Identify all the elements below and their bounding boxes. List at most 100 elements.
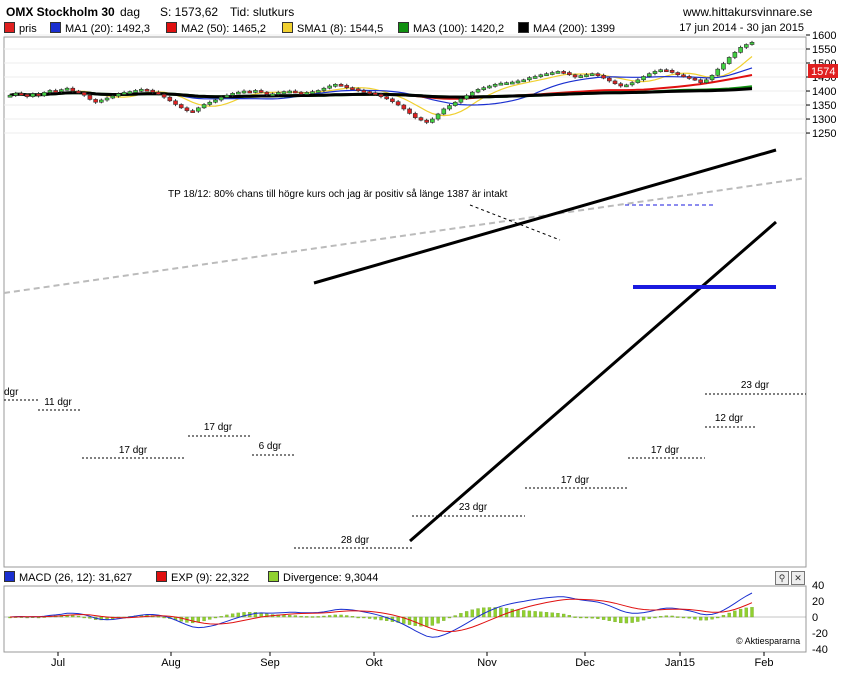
trendlines (3, 148, 807, 543)
candle-body (664, 69, 669, 73)
candle-body (726, 57, 732, 64)
candle-body (76, 90, 81, 94)
divergence-bar (425, 616, 429, 627)
candle-body (7, 94, 13, 98)
candle-body (452, 101, 458, 106)
candle-body (327, 85, 332, 89)
candle-body (390, 98, 395, 102)
divergence-bar (407, 616, 412, 625)
candle-body (247, 90, 253, 94)
candle-body (47, 90, 53, 93)
divergence-bar (459, 613, 463, 618)
candle-body (13, 92, 19, 96)
divergence-bar (225, 614, 229, 618)
candle-body (749, 41, 755, 45)
candle-body (521, 79, 526, 83)
candle-body (99, 99, 104, 103)
divergence-bar (516, 609, 520, 618)
candle-body (578, 75, 584, 78)
close-icon[interactable]: ✕ (791, 571, 805, 585)
candle-body (589, 73, 595, 76)
candle-body (395, 101, 401, 106)
annotation-label: 6 dgr (259, 441, 282, 452)
candle-body (355, 88, 361, 92)
macd-tick-label: 0 (812, 612, 818, 624)
candle-body (116, 93, 121, 97)
annotation-label: 17 dgr (651, 445, 680, 456)
candle-body (692, 77, 698, 81)
candle-body (572, 74, 578, 78)
candle-body (681, 74, 686, 78)
annotation-label: 17 dgr (119, 445, 148, 456)
candle-body (218, 96, 224, 101)
candle-body (127, 91, 133, 94)
divergence-bar (196, 616, 201, 623)
divergence-bar (556, 613, 560, 618)
candle-body (527, 77, 532, 81)
candle-body (652, 71, 658, 74)
divergence-bar (607, 616, 611, 621)
candle-body (344, 85, 350, 88)
divergence-bar (727, 612, 731, 618)
divergence-bar (482, 607, 486, 618)
candle-body (24, 94, 30, 97)
candle-body (213, 99, 218, 103)
candle-body (304, 92, 310, 95)
signal-line (9, 598, 753, 633)
divergence-bar (510, 608, 514, 618)
candle-body (59, 89, 64, 92)
divergence-bar (539, 611, 543, 618)
legend-swatch-icon (4, 22, 15, 33)
pointer-line (469, 204, 561, 241)
divergence-bar (579, 616, 583, 619)
candle-body (156, 91, 161, 95)
divergence-bar (499, 607, 503, 618)
legend-swatch-icon (166, 22, 177, 33)
divergence-bar (436, 616, 440, 624)
candle-body (333, 83, 338, 87)
candle-body (224, 94, 230, 98)
x-tick-label: Feb (755, 657, 774, 669)
candle-body (287, 90, 292, 94)
candle-body (70, 87, 76, 92)
divergence-bar (299, 615, 303, 618)
y-tick-label: 1350 (812, 100, 836, 112)
y-tick-label: 1250 (812, 128, 836, 140)
last-price-text: S: 1573,62 (160, 5, 219, 19)
candle-body (241, 90, 247, 94)
candle-body (401, 104, 407, 110)
candle-body (715, 68, 721, 76)
legend-sma1: SMA1 (8): 1544,5 (282, 22, 383, 35)
legend-ma2: MA2 (50): 1465,2 (166, 22, 266, 35)
dashed-trendline (3, 177, 807, 294)
divergence-bar (659, 616, 663, 618)
candle-body (567, 72, 572, 76)
candle-body (173, 100, 178, 105)
candle-body (544, 73, 549, 76)
y-tick-label: 1400 (812, 86, 836, 98)
divergence-bar (202, 616, 206, 622)
macd-tick-label: -20 (812, 628, 828, 640)
divergence-bar (253, 612, 258, 618)
annotation-label: 28 dgr (341, 535, 370, 546)
candle-body (709, 75, 715, 81)
divergence-bar (322, 615, 326, 618)
site-label: www.hittakursvinnare.se (683, 5, 813, 19)
candle-body (618, 83, 624, 87)
candle-body (121, 92, 127, 95)
candle-body (407, 108, 412, 114)
candle-body (635, 79, 641, 83)
zoom-icon[interactable]: ⚲ (775, 571, 789, 585)
divergence-bar (179, 616, 183, 622)
candle-body (19, 92, 24, 96)
divergence-bar (213, 616, 218, 619)
price-legend: pris MA1 (20): 1492,3 MA2 (50): 1465,2 S… (0, 22, 806, 36)
candle-body (41, 92, 47, 97)
candle-body (378, 94, 384, 97)
divergence-bar (333, 614, 337, 618)
legend-swatch-icon (282, 22, 293, 33)
candle-body (435, 113, 441, 120)
candle-body (258, 90, 264, 93)
candle-body (207, 101, 213, 105)
candle-body (624, 84, 629, 88)
